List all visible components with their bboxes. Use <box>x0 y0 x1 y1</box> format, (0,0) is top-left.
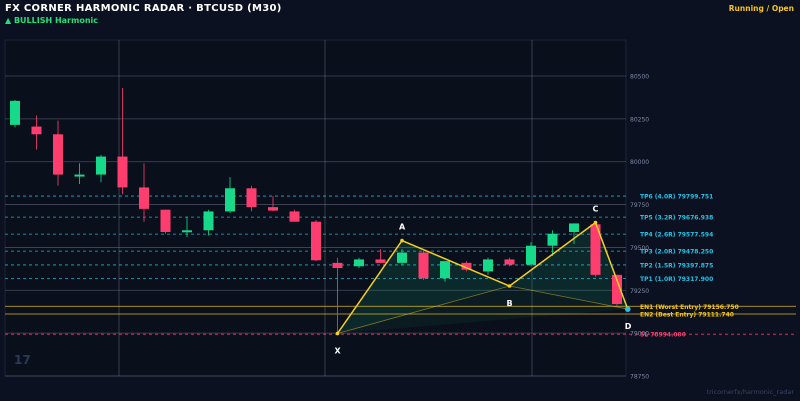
candle-body <box>203 211 214 231</box>
pattern-label-c: C <box>593 205 599 214</box>
candle-body <box>375 259 386 263</box>
level-label-tp: TP3 (2.0R) 79478.250 <box>640 249 713 256</box>
plot-area <box>4 39 627 377</box>
candle-body <box>289 211 300 222</box>
tradingview-watermark: 17 <box>14 353 31 367</box>
candle-body <box>311 221 321 261</box>
pattern-point-b <box>507 284 512 288</box>
candle-body <box>440 261 450 279</box>
pattern-point-c <box>593 220 598 225</box>
candle-body <box>569 223 579 232</box>
pattern-point-a <box>400 238 404 243</box>
level-label-tp: TP5 (3.2R) 79676.938 <box>640 215 713 222</box>
pattern-label-x: X <box>335 346 342 355</box>
candle-body <box>139 187 149 209</box>
status-badge: Running / Open <box>728 4 794 13</box>
pattern-point-d <box>624 306 631 312</box>
level-label-tp: TP1 (1.0R) 79317.900 <box>640 276 713 283</box>
level-label-tp: TP2 (1.5R) 79397.875 <box>640 262 713 269</box>
y-tick-label: 79500 <box>630 245 649 252</box>
candle-body <box>53 134 63 175</box>
pattern-label-b: B <box>507 299 513 308</box>
level-label-entry: EN2 (Best Entry) 79111.740 <box>640 311 734 318</box>
pattern-xb-line <box>337 285 510 334</box>
candle-body <box>246 188 257 208</box>
credit-text: tricornerfx/harmonic_radar <box>706 388 794 396</box>
candle-body <box>160 209 171 232</box>
candle-body <box>96 156 106 175</box>
pattern-triangle-xab <box>337 240 510 334</box>
candle-body <box>461 262 472 270</box>
candle-body <box>354 259 364 267</box>
candle-body <box>31 126 42 135</box>
candle-body <box>418 252 429 279</box>
level-label-tp: TP6 (4.0R) 79799.751 <box>640 194 713 201</box>
pattern-badge: ▲ BULLISH Harmonic <box>5 16 98 25</box>
y-tick-label: 79750 <box>630 202 649 209</box>
candle-body <box>526 245 536 265</box>
candle-body <box>590 224 601 275</box>
candle-body <box>117 156 128 188</box>
pattern-label-a: A <box>399 223 406 232</box>
candle-body <box>332 262 343 268</box>
y-tick-label: 80250 <box>630 116 649 123</box>
candle-body <box>182 230 192 233</box>
y-tick-label: 79250 <box>630 288 649 295</box>
page-title: FX CORNER HARMONIC RADAR · BTCUSD (M30) <box>5 3 282 14</box>
y-tick-label: 78750 <box>630 374 649 381</box>
pattern-bd-line <box>509 285 628 310</box>
candle-body <box>10 100 20 125</box>
candle-body <box>504 259 515 265</box>
candle-body <box>268 207 278 211</box>
y-tick-label: 80500 <box>630 74 649 81</box>
candle-body <box>225 188 235 212</box>
pattern-triangle-xbd <box>337 286 628 334</box>
level-label-tp: TP4 (2.6R) 79577.594 <box>640 232 713 239</box>
candle-body <box>612 274 622 304</box>
pattern-label-d: D <box>625 322 632 331</box>
candle-body <box>397 252 407 263</box>
candle-body <box>547 233 558 246</box>
pattern-point-x <box>335 331 340 336</box>
level-label-sl: SL 78994.000 <box>640 332 686 339</box>
y-tick-label: 80000 <box>630 159 649 166</box>
level-label-entry: EN1 (Worst Entry) 79156.750 <box>640 304 739 311</box>
y-tick-label: 79000 <box>630 331 649 338</box>
candle-body <box>483 259 493 272</box>
candle-body <box>74 174 85 177</box>
